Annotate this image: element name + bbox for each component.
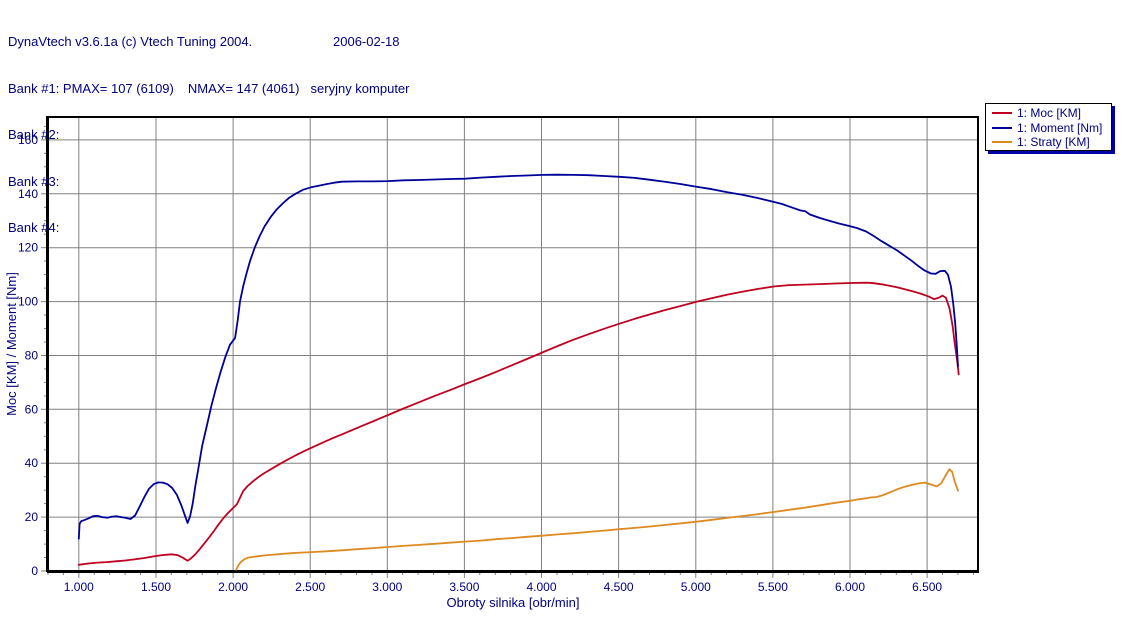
report-date: 2006-02-18 xyxy=(333,34,400,49)
x-tick-label: 2.500 xyxy=(295,580,325,594)
legend-label-moment: 1: Moment [Nm] xyxy=(1017,120,1103,135)
report-header: DynaVtech v3.6.1a (c) Vtech Tuning 2004.… xyxy=(8,3,410,251)
bank1-nmax: NMAX= 147 (4061) xyxy=(187,80,300,96)
y-tick-label: 160 xyxy=(18,133,38,147)
x-tick-label: 6.500 xyxy=(912,580,942,594)
x-tick-label: 2.000 xyxy=(218,580,248,594)
legend-label-straty: 1: Straty [KM] xyxy=(1017,135,1090,150)
x-tick-label: 1.000 xyxy=(64,580,94,594)
bank1-note: seryjny komputer xyxy=(310,80,410,96)
y-tick-label: 0 xyxy=(31,564,38,578)
straty-line-swatch xyxy=(992,141,1012,144)
chart-legend: 1: Moc [KM] 1: Moment [Nm] 1: Straty [KM… xyxy=(985,103,1112,151)
moment-line-swatch xyxy=(992,126,1012,129)
moc-series-line xyxy=(77,281,960,566)
y-tick-label: 40 xyxy=(25,456,39,470)
y-tick-label: 80 xyxy=(25,349,39,363)
x-axis-title: Obroty silnika [obr/min] xyxy=(447,595,580,610)
bank1-pmax: Bank #1: PMAX= 107 (6109) xyxy=(8,80,174,96)
moment-series-line xyxy=(77,173,959,540)
x-tick-label: 5.500 xyxy=(758,580,788,594)
legend-row-straty: 1: Straty [KM] xyxy=(990,135,1107,150)
app-title: DynaVtech v3.6.1a (c) Vtech Tuning 2004. xyxy=(8,34,253,49)
legend-row-moc: 1: Moc [KM] xyxy=(990,106,1107,121)
x-tick-label: 3.000 xyxy=(372,580,402,594)
x-tick-label: 1.500 xyxy=(141,580,171,594)
y-tick-label: 20 xyxy=(25,510,39,524)
legend-label-moc: 1: Moc [KM] xyxy=(1017,106,1082,121)
legend-row-moment: 1: Moment [Nm] xyxy=(990,121,1107,136)
bank4-line: Bank #4: xyxy=(8,220,60,235)
y-tick-label: 100 xyxy=(18,295,38,309)
header-line-1: DynaVtech v3.6.1a (c) Vtech Tuning 2004.… xyxy=(8,34,410,50)
x-tick-label: 4.000 xyxy=(526,580,556,594)
y-axis-title: Moc [KM] / Moment [Nm] xyxy=(4,272,19,416)
straty-series-line xyxy=(235,468,959,571)
x-tick-label: 3.500 xyxy=(449,580,479,594)
bank2-line: Bank #2: xyxy=(8,127,60,142)
bank3-line: Bank #3: xyxy=(8,173,60,189)
x-tick-label: 6.000 xyxy=(835,580,865,594)
x-tick-label: 5.000 xyxy=(681,580,711,594)
y-tick-label: 140 xyxy=(18,187,38,201)
moc-line-swatch xyxy=(992,112,1012,115)
y-tick-label: 120 xyxy=(18,241,38,255)
bank1-line: Bank #1: PMAX= 107 (6109) NMAX= 147 (4061… xyxy=(8,81,410,97)
x-tick-label: 4.500 xyxy=(604,580,634,594)
y-tick-label: 60 xyxy=(25,402,39,416)
